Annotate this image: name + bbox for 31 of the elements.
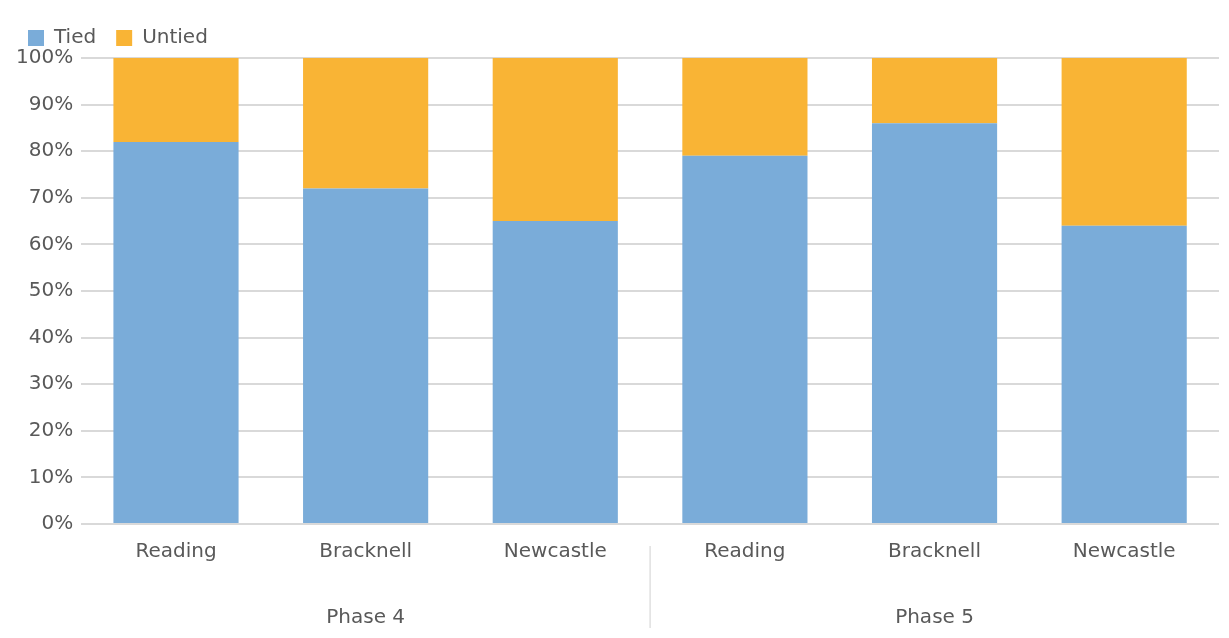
y-tick-label: 0% xyxy=(41,510,74,535)
x-tick-label: Reading xyxy=(704,538,786,563)
x-tick-label: Newcastle xyxy=(1072,538,1176,563)
y-tick-label: 10% xyxy=(28,463,74,488)
bar xyxy=(1061,58,1187,226)
legend-label: Untied xyxy=(142,24,208,49)
y-tick-label: 20% xyxy=(28,417,74,441)
bar xyxy=(871,123,998,523)
x-tick-label: Newcastle xyxy=(503,538,607,563)
text: Phase 4 xyxy=(326,604,406,629)
x-tick-label: Bracknell xyxy=(319,538,413,563)
y-tick-label: 30% xyxy=(28,370,74,395)
text: Phase 5 xyxy=(895,604,974,629)
y-tick-label: 90% xyxy=(28,90,74,115)
bar xyxy=(682,155,808,523)
bar xyxy=(871,58,998,124)
bar xyxy=(303,58,429,189)
bar xyxy=(1061,225,1187,523)
y-tick-label: 40% xyxy=(28,323,74,348)
y-tick-label: 80% xyxy=(28,137,74,162)
bar xyxy=(113,141,239,523)
bar xyxy=(303,188,429,523)
bar xyxy=(682,58,808,156)
bar xyxy=(492,58,618,222)
x-tick-label: Bracknell xyxy=(888,538,981,563)
y-tick-label: 50% xyxy=(28,277,74,302)
bar xyxy=(113,58,239,142)
bar xyxy=(492,221,618,523)
y-tick-label: 60% xyxy=(28,230,74,255)
y-tick-label: 70% xyxy=(28,184,74,208)
x-tick-label: Reading xyxy=(135,538,217,563)
